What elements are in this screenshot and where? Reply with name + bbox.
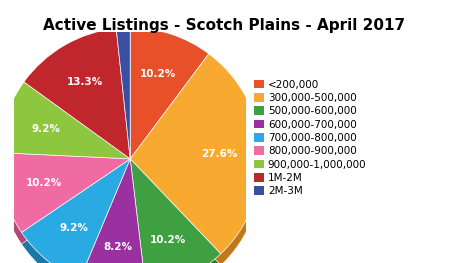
Wedge shape <box>22 170 130 263</box>
Wedge shape <box>130 159 221 263</box>
Wedge shape <box>130 65 261 263</box>
Wedge shape <box>79 170 146 263</box>
Wedge shape <box>22 159 130 263</box>
Wedge shape <box>116 39 130 170</box>
Wedge shape <box>130 28 209 159</box>
Text: 8.2%: 8.2% <box>103 242 132 252</box>
Wedge shape <box>79 159 146 263</box>
Text: 10.2%: 10.2% <box>140 69 176 79</box>
Wedge shape <box>0 93 130 170</box>
Text: 10.2%: 10.2% <box>150 235 186 245</box>
Text: Active Listings - Scotch Plains - April 2017: Active Listings - Scotch Plains - April … <box>44 18 405 33</box>
Wedge shape <box>0 153 130 232</box>
Wedge shape <box>0 82 130 159</box>
Text: 27.6%: 27.6% <box>201 149 238 159</box>
Wedge shape <box>130 54 261 254</box>
Legend: <200,000, 300,000-500,000, 500,000-600,000, 600,000-700,000, 700,000-800,000, 80: <200,000, 300,000-500,000, 500,000-600,0… <box>252 78 369 199</box>
Wedge shape <box>130 39 209 170</box>
Wedge shape <box>130 170 221 263</box>
Text: 9.2%: 9.2% <box>59 223 88 233</box>
Text: 10.2%: 10.2% <box>26 178 62 188</box>
Wedge shape <box>116 28 130 159</box>
Text: 13.3%: 13.3% <box>67 77 104 87</box>
Text: 9.2%: 9.2% <box>31 124 61 134</box>
Wedge shape <box>24 28 130 159</box>
Wedge shape <box>0 164 130 244</box>
Wedge shape <box>24 40 130 170</box>
